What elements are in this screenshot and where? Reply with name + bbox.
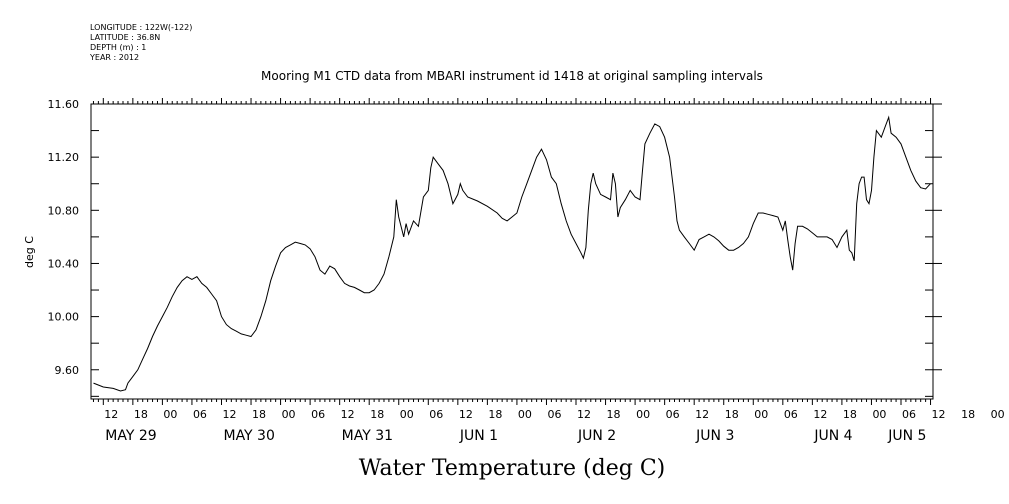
x-hour-label: 00 xyxy=(872,408,886,421)
x-day-label: MAY 31 xyxy=(342,428,393,444)
x-day-label: JUN 2 xyxy=(577,428,616,444)
x-hour-label: 00 xyxy=(754,408,768,421)
x-day-label: JUN 4 xyxy=(813,428,852,444)
x-hour-label: 18 xyxy=(961,408,975,421)
x-hour-label: 18 xyxy=(252,408,266,421)
x-hour-label: 06 xyxy=(784,408,798,421)
x-hour-label: 00 xyxy=(282,408,296,421)
x-hour-label: 00 xyxy=(400,408,414,421)
x-day-label: JUN 5 xyxy=(887,428,926,444)
x-hour-label: 12 xyxy=(813,408,827,421)
x-axis: 12 18 00 06 12 18 00 06 12 18 00 06 12 18 00 06 12 18 00 06… xyxy=(92,98,1005,444)
plot-frame xyxy=(90,103,934,400)
x-hour-label: 06 xyxy=(311,408,325,421)
x-hour-label: 06 xyxy=(666,408,680,421)
metadata-block: LONGITUDE : 122W(-122) LATITUDE : 36.8N … xyxy=(89,23,192,62)
x-hour-label: 06 xyxy=(547,408,561,421)
x-hour-label: 12 xyxy=(695,408,709,421)
x-hour-label: 06 xyxy=(429,408,443,421)
x-hour-label: 18 xyxy=(725,408,739,421)
x-day-label: MAY 30 xyxy=(223,428,274,444)
x-axis-title: Water Temperature (deg C) xyxy=(359,456,666,481)
x-hour-label: 00 xyxy=(518,408,532,421)
y-tick-label: 9.60 xyxy=(55,364,80,377)
depth-label: DEPTH (m) : 1 xyxy=(90,43,146,52)
longitude-label: LONGITUDE : 122W(-122) xyxy=(90,23,192,32)
series-line xyxy=(93,115,931,392)
x-hour-label: 00 xyxy=(636,408,650,421)
latitude-label: LATITUDE : 36.8N xyxy=(90,33,160,42)
x-day-label: JUN 3 xyxy=(695,428,734,444)
x-hour-label: 18 xyxy=(843,408,857,421)
x-hour-label: 00 xyxy=(163,408,177,421)
y-axis: 9.60 10.00 10.40 10.80 11.20 11.60 xyxy=(48,98,942,397)
x-hour-label: 12 xyxy=(104,408,118,421)
y-tick-label: 11.60 xyxy=(48,98,80,111)
y-tick-label: 10.40 xyxy=(48,257,80,270)
x-hour-label: 06 xyxy=(193,408,207,421)
series-layer xyxy=(93,115,931,392)
year-label: YEAR : 2012 xyxy=(89,53,139,62)
x-hour-label: 18 xyxy=(370,408,384,421)
x-hour-label: 00 xyxy=(991,408,1005,421)
chart-title: Mooring M1 CTD data from MBARI instrumen… xyxy=(261,69,763,83)
x-day-label: MAY 29 xyxy=(105,428,156,444)
y-axis-label: deg C xyxy=(23,236,36,268)
y-tick-label: 10.80 xyxy=(48,204,80,217)
x-hour-label: 06 xyxy=(902,408,916,421)
x-hour-label: 12 xyxy=(222,408,236,421)
x-hour-label: 18 xyxy=(607,408,621,421)
x-hour-label: 12 xyxy=(577,408,591,421)
x-day-label: JUN 1 xyxy=(459,428,498,444)
x-hour-label: 12 xyxy=(341,408,355,421)
x-hour-label: 12 xyxy=(459,408,473,421)
y-tick-label: 11.20 xyxy=(48,151,80,164)
x-hour-label: 18 xyxy=(134,408,148,421)
x-hour-label: 18 xyxy=(488,408,502,421)
x-hour-label: 12 xyxy=(932,408,946,421)
y-tick-label: 10.00 xyxy=(48,311,80,324)
